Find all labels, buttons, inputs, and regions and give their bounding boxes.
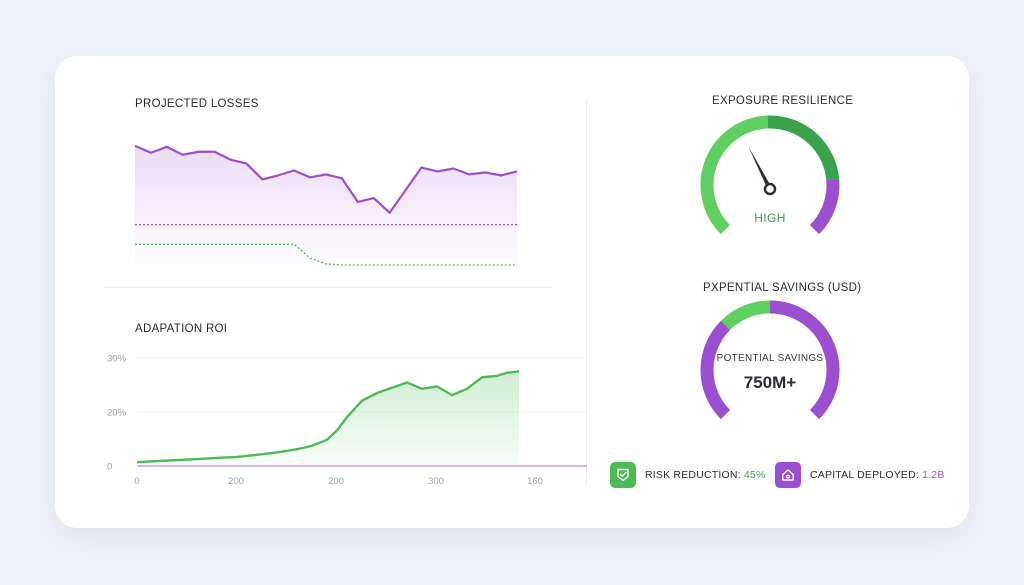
gauge-arc-light-green: [700, 115, 769, 235]
exposure-title: EXPOSURE RESILIENCE: [712, 95, 854, 107]
x-tick-label: 200: [328, 476, 344, 487]
projected-losses-title: PROJECTED LOSSES: [135, 98, 259, 110]
projected-losses-chart: [134, 144, 518, 266]
exposure-gauge: [700, 115, 840, 235]
capital-deployed-value: 1.2B: [922, 469, 945, 481]
adaptation-roi-chart: 0 20% 30% 0 200 200 300 160: [107, 354, 587, 487]
losses-area: [135, 145, 517, 264]
savings-arc-green: [720, 300, 771, 331]
capital-deployed-label: CAPITAL DEPLOYED:: [810, 469, 923, 481]
roi-line: [136, 370, 520, 464]
x-tick-label: 300: [428, 476, 444, 487]
losses-line: [134, 144, 518, 214]
gauge-arc-purple: [809, 178, 840, 235]
y-tick-label: 20%: [107, 408, 127, 419]
gauge-hub: [763, 182, 777, 196]
gauge-needle: [748, 146, 772, 190]
x-tick-label: 200: [228, 476, 244, 487]
column-divider: [586, 100, 587, 486]
savings-arc-purple-left: [700, 320, 731, 420]
x-tick-label: 160: [527, 476, 543, 487]
savings-label: POTENTIAL SAVINGS: [716, 353, 824, 364]
savings-value: 750M+: [743, 373, 797, 392]
shield-check-icon: [610, 462, 636, 488]
y-tick-label: 0: [107, 462, 112, 473]
risk-reduction-value: 45%: [743, 469, 766, 481]
savings-title: PXPENTIAL SAVINGS (USD): [703, 282, 862, 294]
exposure-level-text: HIGH: [754, 211, 786, 225]
adaptation-roi-title: ADAPATION ROI: [135, 323, 228, 335]
baseline-line: [135, 243, 517, 266]
section-divider: [105, 287, 551, 288]
savings-arc-purple: [769, 300, 840, 420]
capital-deployed-stat: CAPITAL DEPLOYED: 1.2B: [810, 469, 945, 481]
roi-area: [137, 371, 519, 466]
risk-reduction-stat: RISK REDUCTION: 45%: [645, 469, 766, 481]
risk-reduction-label: RISK REDUCTION:: [645, 469, 744, 481]
savings-gauge: [700, 300, 840, 420]
gauge-arc-dark-green: [767, 115, 840, 181]
x-tick-label: 0: [134, 476, 139, 487]
dashboard-card: PROJECTED LOSSES ADAPATION ROI 0 20% 30% 0…: [55, 56, 969, 528]
y-tick-label: 30%: [107, 354, 127, 365]
house-icon: [775, 462, 801, 488]
